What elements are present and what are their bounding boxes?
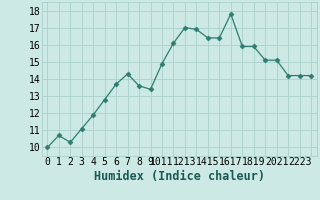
X-axis label: Humidex (Indice chaleur): Humidex (Indice chaleur) <box>94 170 265 183</box>
